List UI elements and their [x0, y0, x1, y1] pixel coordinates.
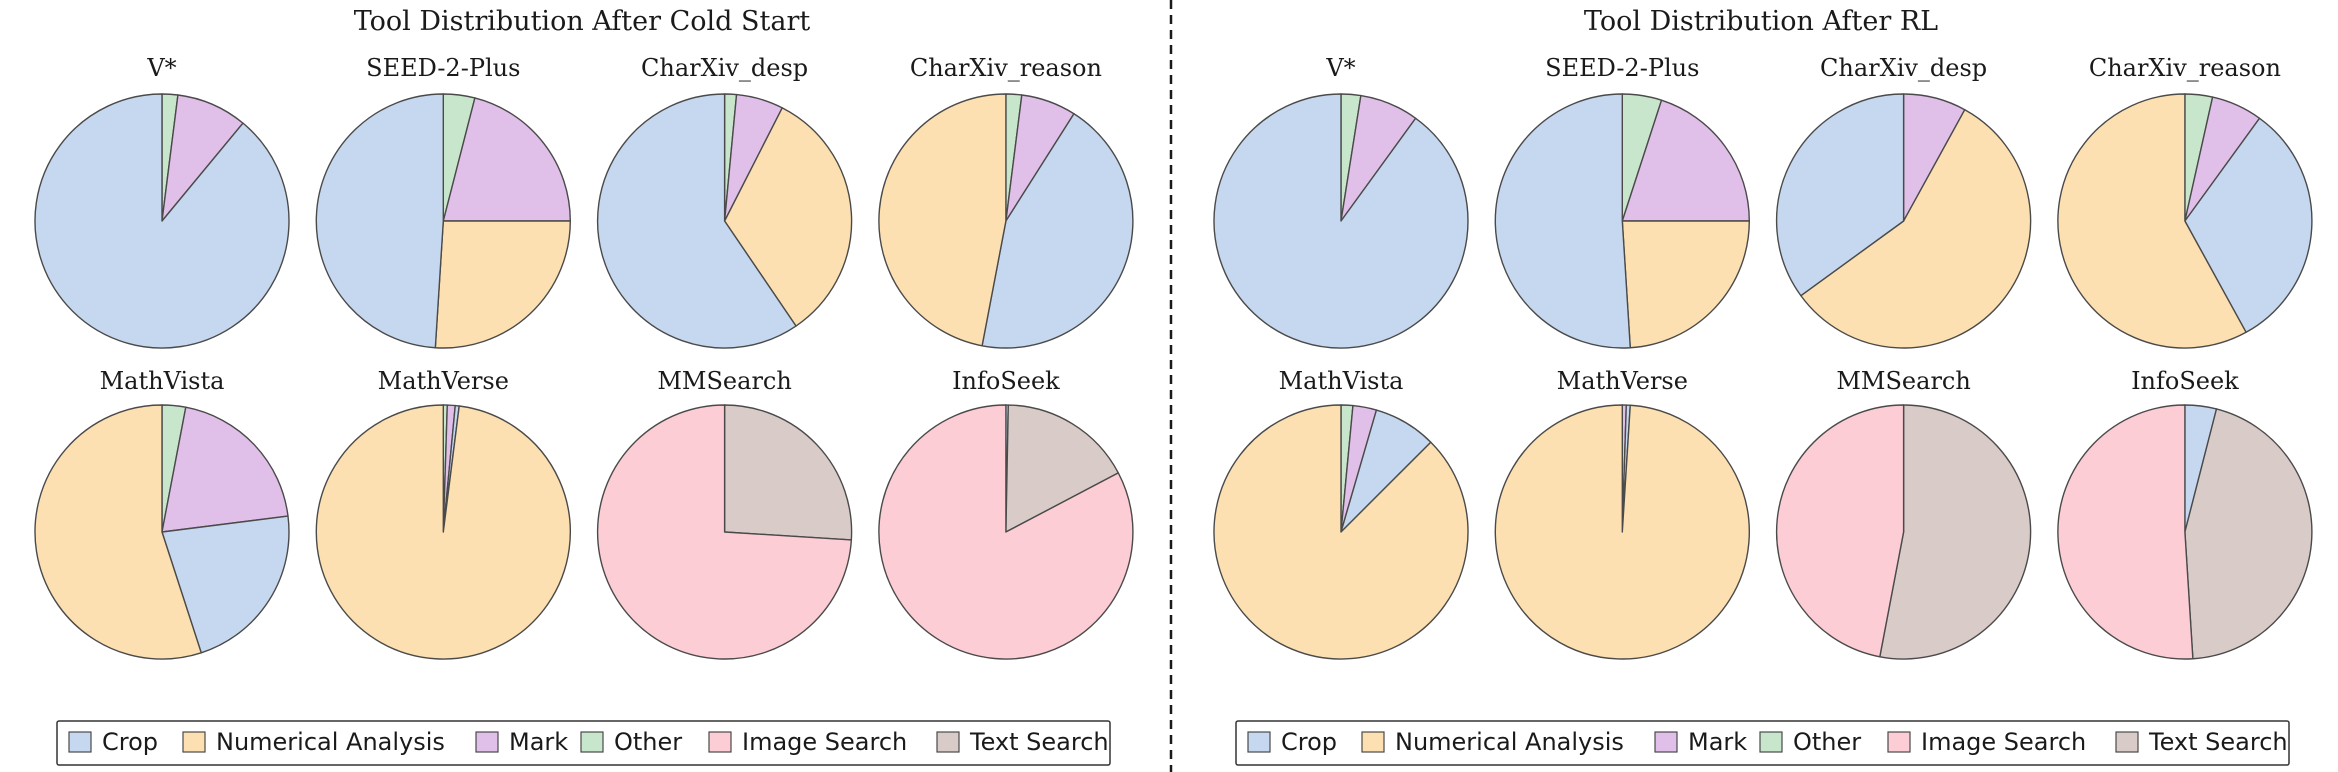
- pie-infoseek: InfoSeek: [878, 367, 1134, 660]
- pie-slice-numerical-analysis: [1800, 109, 2032, 349]
- legend-label-other: Other: [1793, 728, 1861, 756]
- pie-title: MMSearch: [657, 367, 791, 395]
- pie-slice-numerical-analysis: [2057, 93, 2247, 349]
- pie-title: CharXiv_desp: [641, 54, 808, 82]
- pie-seed-2-plus: SEED-2-Plus: [1494, 54, 1750, 349]
- pie-slice-numerical-analysis: [878, 93, 1007, 347]
- pie-title: InfoSeek: [952, 367, 1060, 395]
- pie-title: SEED-2-Plus: [1545, 54, 1699, 82]
- pie-title: MathVerse: [1557, 367, 1688, 395]
- legend-swatch-other: [1759, 731, 1783, 753]
- pie-title: CharXiv_reason: [2089, 54, 2281, 82]
- pie-slice-crop: [596, 93, 797, 349]
- pie-title: MathVista: [100, 367, 225, 395]
- pie-title: V*: [146, 54, 176, 82]
- legend-swatch-image-search: [1887, 731, 1911, 753]
- pie-slice-text-search: [1005, 404, 1120, 533]
- legend-swatch-numerical-analysis: [182, 731, 206, 753]
- legends: Crop Numerical Analysis Mark Other Image Sea…: [56, 720, 2290, 766]
- legend-label-numerical-analysis: Numerical Analysis: [216, 728, 445, 756]
- legend-swatch-text-search: [936, 731, 960, 753]
- pie-slice-crop: [1494, 93, 1631, 349]
- pie-slice-image-search: [1775, 404, 1905, 658]
- legend: Crop Numerical Analysis Mark Other Image Sea…: [1235, 720, 2290, 766]
- pie-grid: V* SEED-2-Plus CharXiv_desp CharXiv_reason M…: [34, 54, 2313, 660]
- pie-slice-mark: [1621, 99, 1750, 222]
- pie-v: V*: [1213, 54, 1469, 349]
- pie-mathvista: MathVista: [34, 367, 290, 660]
- pie-title: CharXiv_desp: [1820, 54, 1987, 82]
- pie-slice-crop: [2184, 117, 2313, 333]
- pie-mmsearch: MMSearch: [1775, 367, 2032, 660]
- pie-seed-2-plus: SEED-2-Plus: [315, 54, 571, 349]
- pie-title: SEED-2-Plus: [366, 54, 520, 82]
- legend-label-image-search: Image Search: [742, 728, 907, 756]
- pie-title: MMSearch: [1836, 367, 1970, 395]
- pie-title: MathVista: [1279, 367, 1404, 395]
- pie-title: V*: [1325, 54, 1355, 82]
- legend-label-image-search: Image Search: [1921, 728, 2086, 756]
- legend-label-mark: Mark: [1688, 728, 1747, 756]
- pie-slice-text-search: [1879, 404, 2032, 660]
- legend-label-crop: Crop: [102, 728, 158, 756]
- pie-title: MathVerse: [378, 367, 509, 395]
- legend-swatch-other: [580, 731, 604, 753]
- pie-mathvista: MathVista: [1213, 367, 1469, 660]
- legend-label-mark: Mark: [509, 728, 568, 756]
- pie-slice-text-search: [723, 404, 853, 541]
- legend-swatch-mark: [1654, 731, 1678, 753]
- pie-slice-crop: [981, 113, 1134, 349]
- pie-mmsearch: MMSearch: [596, 367, 853, 660]
- legend-swatch-crop: [1247, 731, 1271, 753]
- legend-swatch-numerical-analysis: [1361, 731, 1385, 753]
- pie-mathverse: MathVerse: [315, 367, 571, 660]
- legend-swatch-crop: [68, 731, 92, 753]
- legend-swatch-image-search: [708, 731, 732, 753]
- pie-charxiv-reason: CharXiv_reason: [2057, 54, 2313, 349]
- legend-label-numerical-analysis: Numerical Analysis: [1395, 728, 1624, 756]
- pie-slice-numerical-analysis: [315, 404, 571, 660]
- pie-slice-crop: [161, 515, 290, 654]
- pie-slice-numerical-analysis: [1213, 404, 1469, 660]
- pie-slice-crop: [1775, 93, 1905, 297]
- legend-label-text-search: Text Search: [2148, 728, 2288, 756]
- pie-slice-crop: [1213, 93, 1469, 349]
- pie-slice-numerical-analysis: [1494, 404, 1750, 660]
- legend-label-text-search: Text Search: [969, 728, 1109, 756]
- legend-swatch-text-search: [2115, 731, 2139, 753]
- pie-slice-text-search: [2184, 408, 2313, 660]
- pie-slice-crop: [315, 93, 444, 349]
- legend: Crop Numerical Analysis Mark Other Image Sea…: [56, 720, 1111, 766]
- pie-slice-numerical-analysis: [434, 220, 571, 349]
- pie-title: CharXiv_reason: [910, 54, 1102, 82]
- pie-charxiv-reason: CharXiv_reason: [878, 54, 1134, 349]
- legend-swatch-mark: [475, 731, 499, 753]
- pie-charxiv-desp: CharXiv_desp: [596, 54, 853, 349]
- pie-slice-image-search: [2057, 404, 2194, 660]
- pie-slice-crop: [34, 93, 290, 349]
- pie-slice-numerical-analysis: [723, 107, 853, 327]
- legend-label-crop: Crop: [1281, 728, 1337, 756]
- pie-slice-image-search: [596, 404, 853, 660]
- pie-mathverse: MathVerse: [1494, 367, 1750, 660]
- pie-slice-mark: [442, 97, 571, 222]
- pie-slice-image-search: [878, 404, 1134, 660]
- pie-slice-mark: [161, 406, 289, 533]
- pie-slice-numerical-analysis: [1621, 220, 1750, 349]
- pie-v: V*: [34, 54, 290, 349]
- pie-slice-numerical-analysis: [34, 404, 202, 660]
- pie-charxiv-desp: CharXiv_desp: [1775, 54, 2032, 349]
- legend-label-other: Other: [614, 728, 682, 756]
- pie-title: InfoSeek: [2131, 367, 2239, 395]
- right-panel-title: Tool Distribution After RL: [1584, 6, 1938, 37]
- left-panel-title: Tool Distribution After Cold Start: [354, 6, 811, 37]
- pie-infoseek: InfoSeek: [2057, 367, 2313, 660]
